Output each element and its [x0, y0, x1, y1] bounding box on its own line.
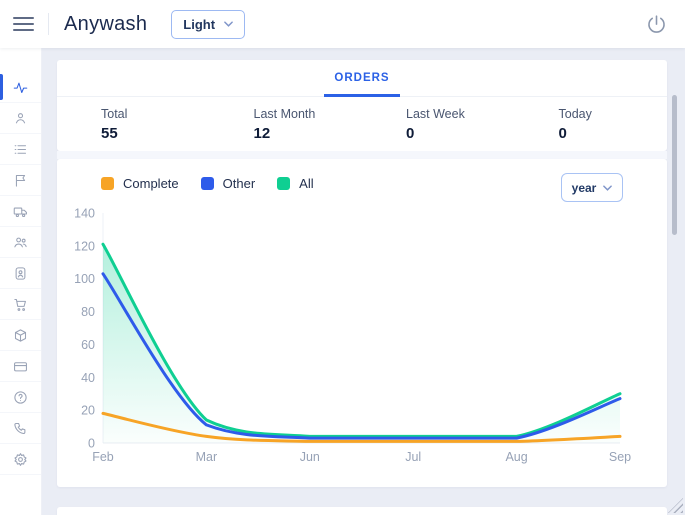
- sidebar-item-settings[interactable]: [0, 444, 41, 475]
- sidebar: [0, 48, 42, 515]
- sidebar-item-id-badge[interactable]: [0, 258, 41, 289]
- list-icon: [14, 144, 27, 154]
- legend-item-complete[interactable]: Complete: [101, 176, 179, 191]
- sidebar-item-users[interactable]: [0, 227, 41, 258]
- stat-value: 0: [406, 125, 415, 142]
- legend-swatch: [200, 177, 214, 190]
- x-tick-label: Sep: [609, 450, 631, 464]
- topbar: Anywash Light: [0, 0, 685, 48]
- stat-value: 12: [253, 125, 271, 142]
- tab-orders[interactable]: ORDERS: [324, 60, 400, 97]
- flag-icon: [15, 174, 26, 187]
- help-icon: [14, 390, 27, 404]
- phone-icon: [14, 422, 26, 434]
- stat-value: 55: [101, 125, 118, 142]
- theme-select-value: Light: [183, 16, 216, 32]
- line-all: [101, 242, 622, 438]
- sidebar-item-truck[interactable]: [0, 196, 41, 227]
- sidebar-item-cart[interactable]: [0, 289, 41, 320]
- x-tick-label: Feb: [92, 450, 114, 464]
- y-tick-label: 120: [74, 239, 95, 253]
- resize-grip-icon[interactable]: [668, 498, 683, 513]
- id-badge-icon: [15, 266, 26, 280]
- stat-label: Last Week: [406, 107, 465, 121]
- orders-chart-card: Complete Other All year 0 20 40 60 80 100 120 140…: [57, 159, 667, 487]
- y-tick-label: 80: [81, 305, 95, 319]
- cart-icon: [14, 298, 26, 311]
- stat-total: Total 55: [57, 107, 210, 142]
- sidebar-item-flag[interactable]: [0, 165, 41, 196]
- chevron-down-icon: [603, 184, 613, 191]
- sidebar-item-package[interactable]: [0, 320, 41, 351]
- orders-chart: 0 20 40 60 80 100 120 140 Feb Mar Jun Jul Aug Sep: [57, 207, 667, 479]
- next-section-card: [57, 507, 667, 515]
- tab-bar: ORDERS: [57, 60, 667, 97]
- y-tick-label: 140: [74, 207, 95, 221]
- activity-icon: [13, 82, 28, 93]
- topbar-divider: [48, 13, 49, 35]
- settings-icon: [14, 452, 27, 466]
- y-tick-label: 0: [88, 437, 95, 451]
- stats-row: Total 55 Last Month 12 Last Week 0 Today 0: [57, 97, 667, 142]
- hamburger-menu-icon[interactable]: [13, 11, 39, 37]
- app-title: Anywash: [64, 12, 148, 35]
- x-tick-label: Mar: [196, 450, 218, 464]
- y-tick-label: 20: [81, 404, 95, 418]
- period-select-value: year: [571, 180, 597, 195]
- sidebar-item-activity[interactable]: [0, 72, 41, 103]
- x-tick-label: Jul: [405, 450, 421, 464]
- orders-summary-card: ORDERS Total 55 Last Month 12 Last Week 0 Toda…: [57, 60, 667, 151]
- chevron-down-icon: [224, 21, 233, 27]
- sidebar-item-phone[interactable]: [0, 413, 41, 444]
- y-tick-label: 100: [74, 272, 95, 286]
- legend-swatch: [277, 177, 291, 190]
- stat-label: Today: [558, 107, 592, 121]
- stat-today: Today 0: [515, 107, 668, 142]
- users-icon: [14, 237, 27, 247]
- period-select[interactable]: year: [561, 173, 623, 202]
- theme-select[interactable]: Light: [171, 9, 246, 39]
- stat-last-month: Last Month 12: [210, 107, 363, 142]
- card-divider-band: [57, 151, 667, 159]
- stat-value: 0: [558, 125, 567, 142]
- legend-swatch: [101, 177, 114, 190]
- area-all: [103, 244, 620, 443]
- truck-icon: [13, 207, 27, 217]
- stat-label: Total: [101, 107, 128, 121]
- vertical-scrollbar[interactable]: [672, 95, 677, 235]
- sidebar-item-credit-card[interactable]: [0, 351, 41, 382]
- legend-item-all[interactable]: All: [277, 176, 314, 191]
- legend-label: Other: [222, 176, 256, 191]
- user-icon: [15, 112, 26, 123]
- credit-card-icon: [14, 361, 27, 371]
- legend-item-other[interactable]: Other: [200, 176, 256, 191]
- x-tick-label: Aug: [505, 450, 527, 464]
- sidebar-item-list[interactable]: [0, 134, 41, 165]
- stat-label: Last Month: [253, 107, 316, 121]
- y-tick-label: 40: [81, 371, 95, 385]
- x-tick-label: Jun: [300, 450, 320, 464]
- sidebar-item-user[interactable]: [0, 103, 41, 134]
- stat-last-week: Last Week 0: [362, 107, 515, 142]
- power-icon: [647, 14, 665, 33]
- y-tick-label: 60: [81, 338, 95, 352]
- line-other: [101, 272, 622, 440]
- line-complete: [101, 411, 622, 443]
- legend-label: All: [299, 176, 314, 191]
- legend-label: Complete: [123, 176, 179, 191]
- power-button[interactable]: [642, 10, 670, 38]
- package-icon: [14, 328, 27, 342]
- chart-legend: Complete Other All: [57, 159, 667, 191]
- sidebar-item-help[interactable]: [0, 382, 41, 413]
